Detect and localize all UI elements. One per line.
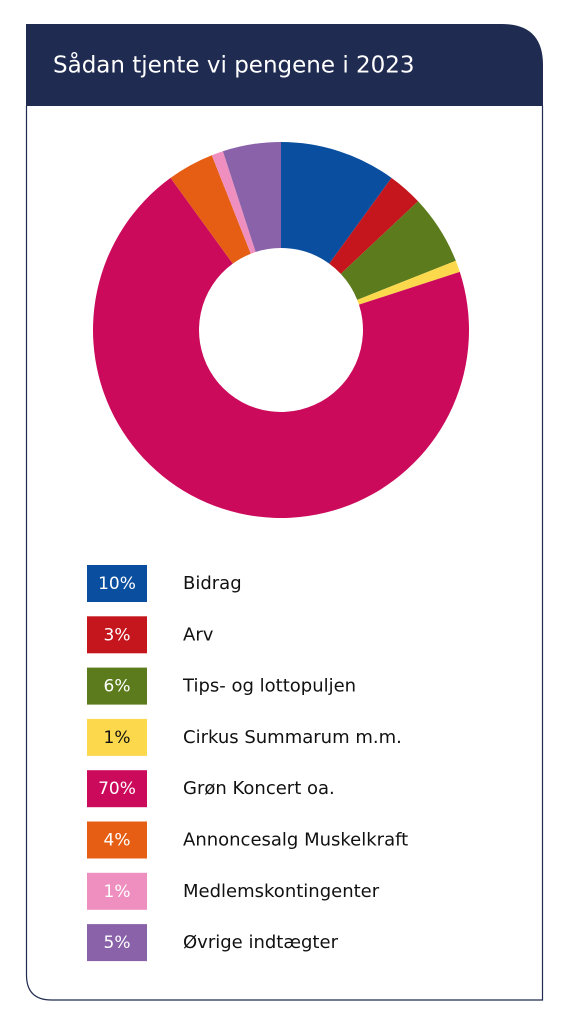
legend-label: Bidrag <box>183 573 242 594</box>
legend-label: Arv <box>183 624 214 645</box>
donut-slice <box>281 142 392 264</box>
legend-value-label: 10% <box>98 574 136 594</box>
legend-value-label: 6% <box>104 677 131 697</box>
legend-value-label: 3% <box>104 625 131 645</box>
header <box>26 24 543 106</box>
legend-swatch <box>87 565 147 602</box>
donut-slice <box>329 177 419 274</box>
legend-value-label: 4% <box>104 831 131 851</box>
donut-slice <box>92 177 469 519</box>
legend-label: Grøn Koncert oa. <box>183 778 335 799</box>
legend-value-label: 1% <box>104 882 131 902</box>
legend-value-label: 1% <box>104 728 131 748</box>
legend-label: Cirkus Summarum m.m. <box>183 727 402 748</box>
donut-slice <box>222 142 281 253</box>
donut-slice <box>211 151 256 254</box>
legend-swatch <box>87 616 147 654</box>
legend-swatch <box>87 821 147 859</box>
legend-swatch <box>87 770 147 808</box>
legend-label: Medlemskontingenter <box>183 881 380 902</box>
legend-value-label: 70% <box>98 779 136 799</box>
legend-swatch <box>87 667 147 705</box>
legend-swatch <box>87 924 147 962</box>
legend-swatch <box>87 718 147 756</box>
legend-label: Øvrige indtægter <box>183 932 339 953</box>
donut-slice <box>170 155 251 264</box>
donut-slice <box>357 260 460 305</box>
legend-label: Tips- og lottopuljen <box>182 676 356 697</box>
legend-label: Annoncesalg Muskelkraft <box>183 830 408 851</box>
legend-swatch <box>87 872 147 910</box>
chart-title: Sådan tjente vi pengene i 2023 <box>53 51 415 79</box>
donut-slice <box>340 201 456 300</box>
legend-value-label: 5% <box>104 933 131 953</box>
